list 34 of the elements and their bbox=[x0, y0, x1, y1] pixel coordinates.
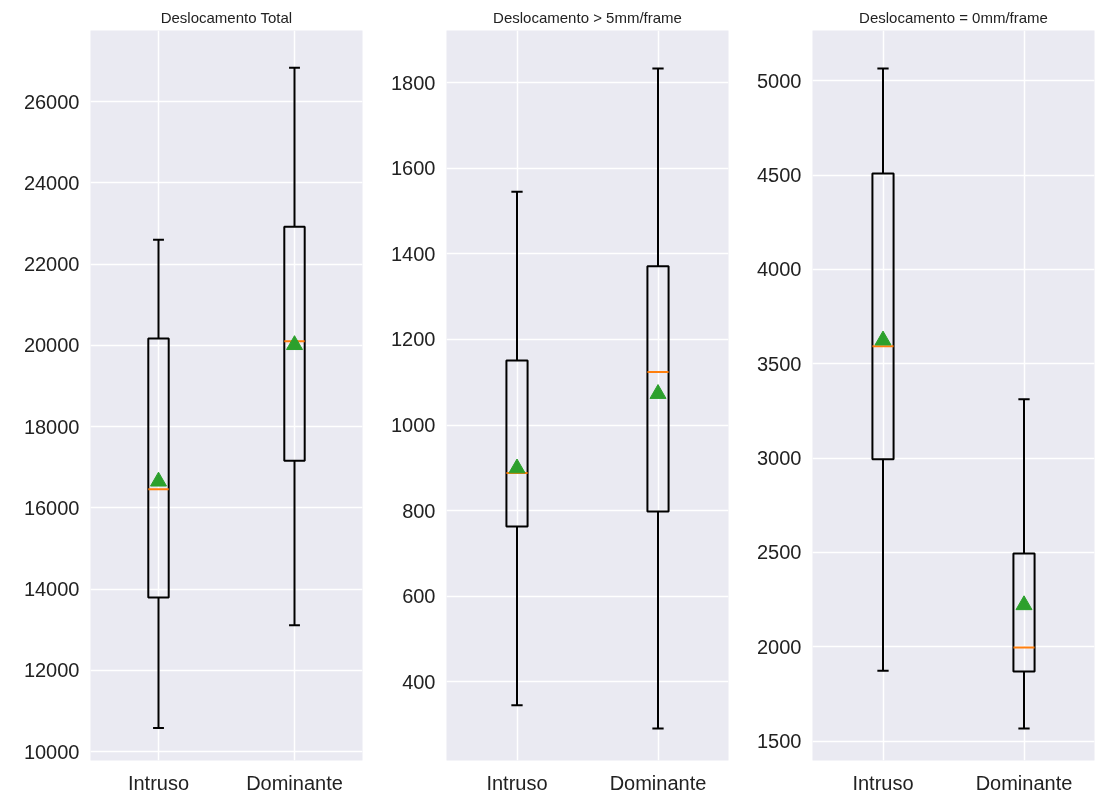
y-tick-label: 16000 bbox=[23, 496, 80, 519]
y-tick-label: 24000 bbox=[23, 171, 80, 194]
y-tick-label: 2000 bbox=[757, 635, 802, 658]
y-tick-label: 3000 bbox=[757, 447, 802, 470]
x-tick-label: Dominante bbox=[975, 771, 1073, 794]
y-tick-label: 14000 bbox=[23, 578, 80, 601]
y-tick-label: 10000 bbox=[23, 740, 80, 763]
y-tick-label: 1600 bbox=[391, 157, 436, 180]
y-tick-label: 20000 bbox=[23, 334, 80, 357]
y-tick-label: 400 bbox=[402, 670, 436, 693]
y-tick-label: 12000 bbox=[23, 659, 80, 682]
y-tick-label: 1200 bbox=[391, 328, 436, 351]
chart-title: Deslocamento Total bbox=[160, 8, 293, 26]
y-tick-label: 18000 bbox=[23, 415, 80, 438]
x-tick-label: Intruso bbox=[127, 771, 190, 794]
y-tick-label: 22000 bbox=[23, 253, 80, 276]
y-tick-label: 600 bbox=[402, 585, 436, 608]
y-tick-label: 5000 bbox=[757, 69, 802, 92]
y-tick-label: 800 bbox=[402, 499, 436, 522]
x-tick-label: Dominante bbox=[609, 771, 707, 794]
y-tick-label: 1000 bbox=[391, 414, 436, 437]
y-tick-label: 26000 bbox=[23, 90, 80, 113]
y-tick-label: 1800 bbox=[391, 71, 436, 94]
y-tick-label: 4000 bbox=[757, 258, 802, 281]
x-tick-label: Intruso bbox=[852, 771, 914, 794]
y-tick-label: 3500 bbox=[757, 352, 802, 375]
x-tick-label: Dominante bbox=[246, 771, 343, 794]
chart-title: Deslocamento > 5mm/frame bbox=[493, 8, 682, 26]
y-tick-label: 1400 bbox=[391, 242, 436, 265]
x-tick-label: Intruso bbox=[486, 771, 548, 794]
y-tick-label: 2500 bbox=[757, 541, 802, 564]
y-tick-label: 4500 bbox=[757, 164, 802, 187]
chart-title: Deslocamento = 0mm/frame bbox=[859, 8, 1048, 26]
y-tick-label: 1500 bbox=[757, 730, 802, 753]
